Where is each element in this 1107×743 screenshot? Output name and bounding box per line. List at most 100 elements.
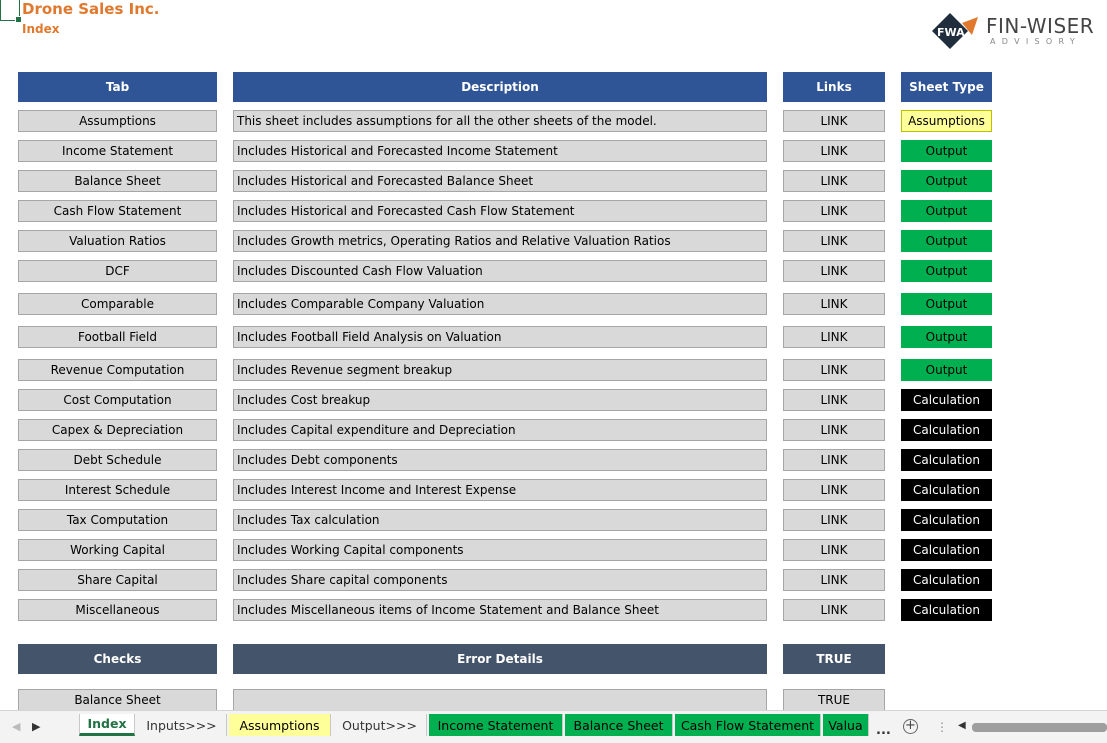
link-cell[interactable]: LINK	[783, 419, 885, 441]
link-cell[interactable]: LINK	[783, 389, 885, 411]
sheet-type-badge: Calculation	[901, 569, 992, 591]
check-detail-cell[interactable]	[233, 689, 767, 711]
hscroll-left-icon[interactable]: ◀	[958, 720, 966, 731]
description-cell[interactable]: Includes Interest Income and Interest Ex…	[233, 479, 767, 501]
tab-name-cell[interactable]: Comparable	[18, 293, 217, 315]
tab-name-cell[interactable]: Assumptions	[18, 110, 217, 132]
tab-name-cell[interactable]: Valuation Ratios	[18, 230, 217, 252]
logo-brand: FIN-WISER	[986, 14, 1095, 38]
link-cell[interactable]: LINK	[783, 170, 885, 192]
header-description: Description	[233, 72, 767, 102]
description-cell[interactable]: Includes Debt components	[233, 449, 767, 471]
sheet-tab[interactable]: Cash Flow Statement	[675, 714, 821, 736]
header-error-details: Error Details	[233, 644, 767, 674]
tab-name-cell[interactable]: DCF	[18, 260, 217, 282]
link-cell[interactable]: LINK	[783, 230, 885, 252]
tab-name-cell[interactable]: Tax Computation	[18, 509, 217, 531]
tab-name-cell[interactable]: Miscellaneous	[18, 599, 217, 621]
header-checks: Checks	[18, 644, 217, 674]
sheet-tab[interactable]: Assumptions	[229, 714, 331, 736]
tab-name-cell[interactable]: Capex & Depreciation	[18, 419, 217, 441]
sheet-tab[interactable]: Valua	[823, 714, 869, 736]
sheet-type-badge: Output	[901, 140, 992, 162]
tab-name-cell[interactable]: Working Capital	[18, 539, 217, 561]
company-title: Drone Sales Inc.	[22, 0, 160, 18]
description-cell[interactable]: Includes Share capital components	[233, 569, 767, 591]
horizontal-scrollbar[interactable]	[972, 723, 1107, 732]
link-cell[interactable]: LINK	[783, 326, 885, 348]
link-cell[interactable]: LINK	[783, 569, 885, 591]
more-tabs-button[interactable]: ...	[876, 723, 891, 738]
description-cell[interactable]: Includes Miscellaneous items of Income S…	[233, 599, 767, 621]
link-cell[interactable]: LINK	[783, 293, 885, 315]
description-cell[interactable]: Includes Historical and Forecasted Incom…	[233, 140, 767, 162]
description-cell[interactable]: Includes Football Field Analysis on Valu…	[233, 326, 767, 348]
description-cell[interactable]: Includes Capital expenditure and Depreci…	[233, 419, 767, 441]
sheet-type-badge: Output	[901, 293, 992, 315]
tab-name-cell[interactable]: Cost Computation	[18, 389, 217, 411]
tab-name-cell[interactable]: Cash Flow Statement	[18, 200, 217, 222]
header-sheet-type: Sheet Type	[901, 72, 992, 102]
scrollbar-thumb[interactable]	[972, 723, 1107, 732]
sheet-tab[interactable]: Inputs>>>	[137, 714, 227, 736]
description-cell[interactable]: Includes Historical and Forecasted Cash …	[233, 200, 767, 222]
link-cell[interactable]: LINK	[783, 509, 885, 531]
sheet-type-badge: Calculation	[901, 479, 992, 501]
header-tab: Tab	[18, 72, 217, 102]
tab-scroll-prev-icon[interactable]: ◀	[12, 720, 21, 733]
sheet-type-badge: Calculation	[901, 509, 992, 531]
fwa-logo-icon: FWA	[932, 13, 978, 49]
tab-scroll-next-icon[interactable]: ▶	[32, 720, 41, 733]
description-cell[interactable]: Includes Revenue segment breakup	[233, 359, 767, 381]
sheet-type-badge: Output	[901, 200, 992, 222]
description-cell[interactable]: This sheet includes assumptions for all …	[233, 110, 767, 132]
sheet-tab[interactable]: Balance Sheet	[565, 714, 673, 736]
description-cell[interactable]: Includes Historical and Forecasted Balan…	[233, 170, 767, 192]
fin-wiser-logo: FWA FIN-WISER ADVISORY	[932, 12, 1102, 52]
link-cell[interactable]: LINK	[783, 260, 885, 282]
logo-tagline: ADVISORY	[990, 37, 1082, 46]
link-cell[interactable]: LINK	[783, 110, 885, 132]
tab-name-cell[interactable]: Debt Schedule	[18, 449, 217, 471]
selected-cell[interactable]	[0, 0, 20, 21]
sheet-type-badge: Output	[901, 260, 992, 282]
description-cell[interactable]: Includes Working Capital components	[233, 539, 767, 561]
description-cell[interactable]: Includes Growth metrics, Operating Ratio…	[233, 230, 767, 252]
description-cell[interactable]: Includes Cost breakup	[233, 389, 767, 411]
sheet-type-badge: Assumptions	[901, 110, 992, 132]
sheet-type-badge: Output	[901, 230, 992, 252]
sheet-type-badge: Output	[901, 326, 992, 348]
sheet-tab[interactable]: Output>>>	[333, 714, 427, 736]
sheet-type-badge: Calculation	[901, 389, 992, 411]
sheet-tab[interactable]: Index	[79, 714, 135, 736]
tab-name-cell[interactable]: Share Capital	[18, 569, 217, 591]
sheet-tab-bar: ◀ ▶ Index Inputs>>> Assumptions Output>>> In…	[0, 710, 1107, 743]
description-cell[interactable]: Includes Discounted Cash Flow Valuation	[233, 260, 767, 282]
sheet-tab[interactable]: Income Statement	[429, 714, 563, 736]
link-cell[interactable]: LINK	[783, 140, 885, 162]
description-cell[interactable]: Includes Tax calculation	[233, 509, 767, 531]
fill-handle[interactable]	[15, 16, 22, 23]
header-check-result: TRUE	[783, 644, 885, 674]
check-value-cell[interactable]: TRUE	[783, 689, 885, 711]
header-links: Links	[783, 72, 885, 102]
sheet-type-badge: Calculation	[901, 539, 992, 561]
link-cell[interactable]: LINK	[783, 449, 885, 471]
sheet-type-badge: Output	[901, 359, 992, 381]
tab-name-cell[interactable]: Revenue Computation	[18, 359, 217, 381]
logo-mark-text: FWA	[937, 26, 965, 39]
tab-name-cell[interactable]: Interest Schedule	[18, 479, 217, 501]
link-cell[interactable]: LINK	[783, 599, 885, 621]
link-cell[interactable]: LINK	[783, 539, 885, 561]
sheet-subtitle: Index	[22, 22, 60, 36]
tab-name-cell[interactable]: Football Field	[18, 326, 217, 348]
tab-name-cell[interactable]: Income Statement	[18, 140, 217, 162]
description-cell[interactable]: Includes Comparable Company Valuation	[233, 293, 767, 315]
link-cell[interactable]: LINK	[783, 479, 885, 501]
tab-name-cell[interactable]: Balance Sheet	[18, 170, 217, 192]
split-handle-icon[interactable]: ⋮	[936, 720, 948, 734]
check-name-cell[interactable]: Balance Sheet	[18, 689, 217, 711]
add-sheet-icon[interactable]: +	[903, 719, 918, 734]
link-cell[interactable]: LINK	[783, 359, 885, 381]
link-cell[interactable]: LINK	[783, 200, 885, 222]
